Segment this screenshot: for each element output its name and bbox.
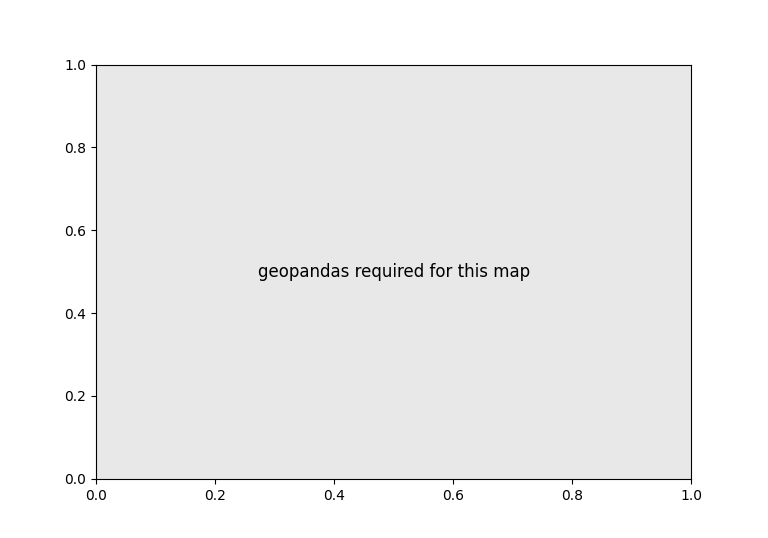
Text: geopandas required for this map: geopandas required for this map (257, 263, 530, 281)
